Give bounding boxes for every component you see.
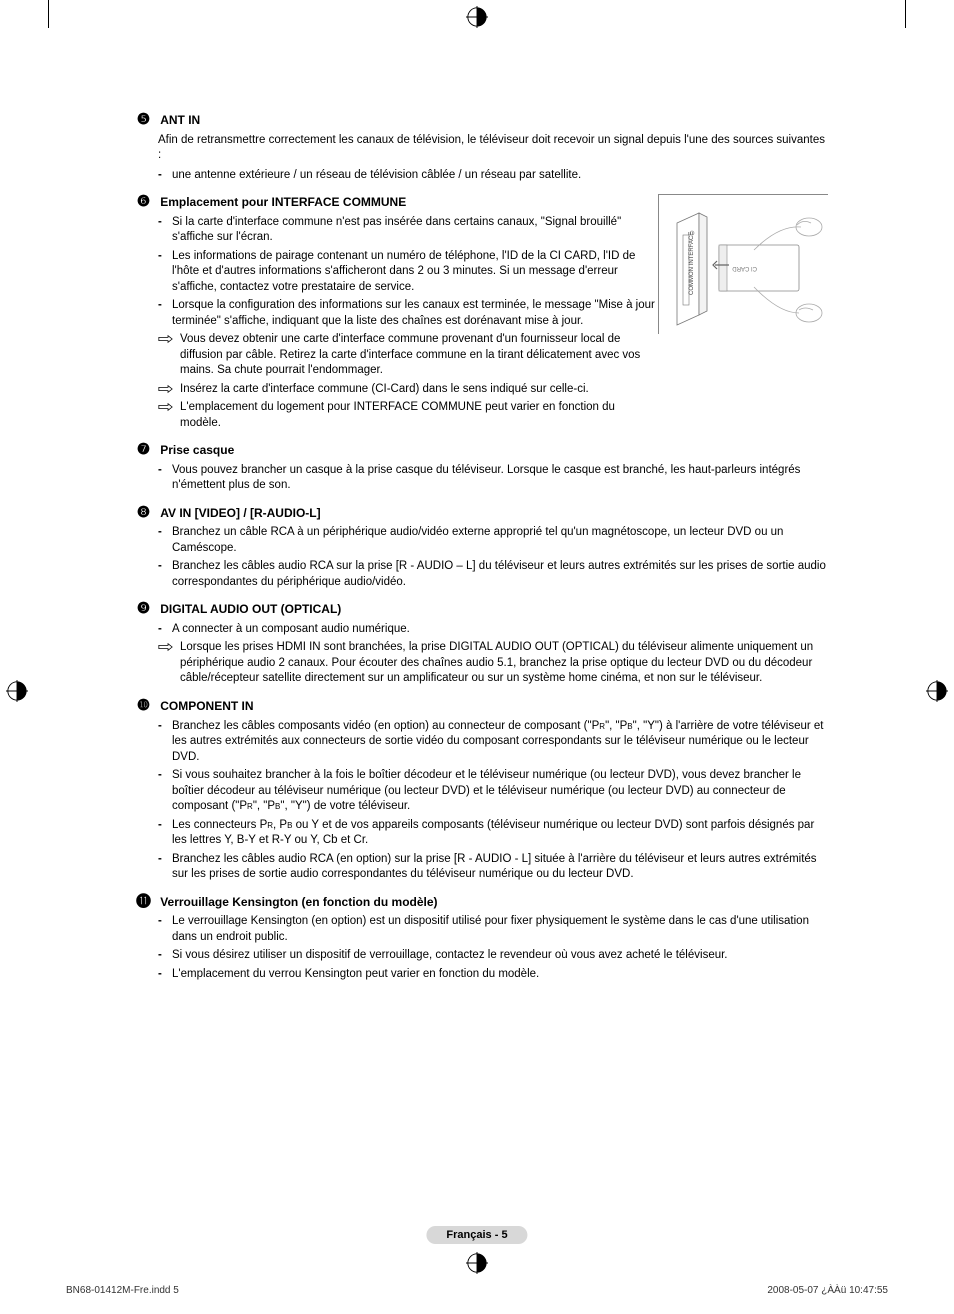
registration-mark-icon <box>926 680 948 702</box>
svg-text:CI CARD: CI CARD <box>732 265 757 271</box>
dash-list: Si la carte d'interface commune n'est pa… <box>158 215 658 330</box>
section: ❽ AV IN [VIDEO] / [R-AUDIO-L] Branchez u… <box>136 505 828 591</box>
section-intro: Afin de retransmettre correctement les c… <box>158 133 828 164</box>
list-item: Branchez les câbles composants vidéo (en… <box>158 719 828 766</box>
section-body: Branchez les câbles composants vidéo (en… <box>158 719 828 883</box>
svg-text:COMMON INTERFACE: COMMON INTERFACE <box>689 232 695 295</box>
page-number-badge: Français - 5 <box>426 1226 527 1244</box>
registration-mark-icon <box>6 680 28 702</box>
section: ❼ Prise casque Vous pouvez brancher un c… <box>136 442 828 494</box>
section-number-icon: ❿ <box>136 698 151 713</box>
list-item: Si vous souhaitez brancher à la fois le … <box>158 768 828 815</box>
section-body: Branchez un câble RCA à un périphérique … <box>158 525 828 590</box>
dash-list: Vous pouvez brancher un casque à la pris… <box>158 463 828 494</box>
page-content: ❺ ANT IN Afin de retransmettre correctem… <box>136 112 828 993</box>
section-title: COMPONENT IN <box>160 699 253 713</box>
section-title: ANT IN <box>160 113 200 127</box>
list-item: A connecter à un composant audio numériq… <box>158 622 828 638</box>
crop-mark <box>905 0 906 28</box>
section-body: Le verrouillage Kensington (en option) e… <box>158 914 828 982</box>
section-number-icon: ❻ <box>136 194 151 209</box>
list-item: L'emplacement du verrou Kensington peut … <box>158 967 828 983</box>
list-item: L'emplacement du logement pour INTERFACE… <box>158 400 658 431</box>
list-item: Les connecteurs PR, PB ou Y et de vos ap… <box>158 818 828 849</box>
footer-left: BN68-01412M-Fre.indd 5 <box>66 1285 179 1296</box>
list-item: Lorsque les prises HDMI IN sont branchée… <box>158 640 828 687</box>
section-body: Afin de retransmettre correctement les c… <box>158 133 828 184</box>
list-item: Les informations de pairage contenant un… <box>158 249 658 296</box>
arrow-list: Vous devez obtenir une carte d'interface… <box>158 332 658 431</box>
list-item: Branchez les câbles audio RCA (en option… <box>158 852 828 883</box>
dash-list: Branchez un câble RCA à un périphérique … <box>158 525 828 590</box>
section-number-icon: ⓫ <box>136 894 151 909</box>
registration-mark-icon <box>466 1252 488 1274</box>
section-title: DIGITAL AUDIO OUT (OPTICAL) <box>160 602 341 616</box>
section-body: Vous pouvez brancher un casque à la pris… <box>158 463 828 494</box>
list-item: Si la carte d'interface commune n'est pa… <box>158 215 658 246</box>
list-item: Branchez les câbles audio RCA sur la pri… <box>158 559 828 590</box>
list-item: Insérez la carte d'interface commune (CI… <box>158 382 658 398</box>
section: ❿ COMPONENT IN Branchez les câbles compo… <box>136 698 828 883</box>
section: ❾ DIGITAL AUDIO OUT (OPTICAL) A connecte… <box>136 601 828 687</box>
section-title: Prise casque <box>160 443 234 457</box>
registration-mark-icon <box>466 6 488 28</box>
list-item: une antenne extérieure / un réseau de té… <box>158 168 828 184</box>
list-item: Si vous désirez utiliser un dispositif d… <box>158 948 828 964</box>
section-number-icon: ❾ <box>136 601 151 616</box>
arrow-list: Lorsque les prises HDMI IN sont branchée… <box>158 640 828 687</box>
section-title: Emplacement pour INTERFACE COMMUNE <box>160 195 406 209</box>
section-number-icon: ❺ <box>136 112 151 127</box>
section: ⓫ Verrouillage Kensington (en fonction d… <box>136 894 828 983</box>
list-item: Vous pouvez brancher un casque à la pris… <box>158 463 828 494</box>
dash-list: Branchez les câbles composants vidéo (en… <box>158 719 828 883</box>
section: ❺ ANT IN Afin de retransmettre correctem… <box>136 112 828 183</box>
section-title: AV IN [VIDEO] / [R-AUDIO-L] <box>160 506 320 520</box>
section-body: A connecter à un composant audio numériq… <box>158 622 828 687</box>
ci-card-diagram: COMMON INTERFACE CI CARD <box>658 194 828 334</box>
section: ❻ Emplacement pour INTERFACE COMMUNE COM… <box>136 194 828 431</box>
list-item: Le verrouillage Kensington (en option) e… <box>158 914 828 945</box>
section-number-icon: ❽ <box>136 505 151 520</box>
list-item: Branchez un câble RCA à un périphérique … <box>158 525 828 556</box>
crop-mark <box>48 0 49 28</box>
section-title: Verrouillage Kensington (en fonction du … <box>160 895 437 909</box>
list-item: Vous devez obtenir une carte d'interface… <box>158 332 658 379</box>
list-item: Lorsque la configuration des information… <box>158 298 658 329</box>
print-footer: BN68-01412M-Fre.indd 5 2008-05-07 ¿ÀÀü 1… <box>66 1285 888 1296</box>
dash-list: une antenne extérieure / un réseau de té… <box>158 168 828 184</box>
dash-list: A connecter à un composant audio numériq… <box>158 622 828 638</box>
footer-right: 2008-05-07 ¿ÀÀü 10:47:55 <box>767 1285 888 1296</box>
section-number-icon: ❼ <box>136 442 151 457</box>
dash-list: Le verrouillage Kensington (en option) e… <box>158 914 828 982</box>
